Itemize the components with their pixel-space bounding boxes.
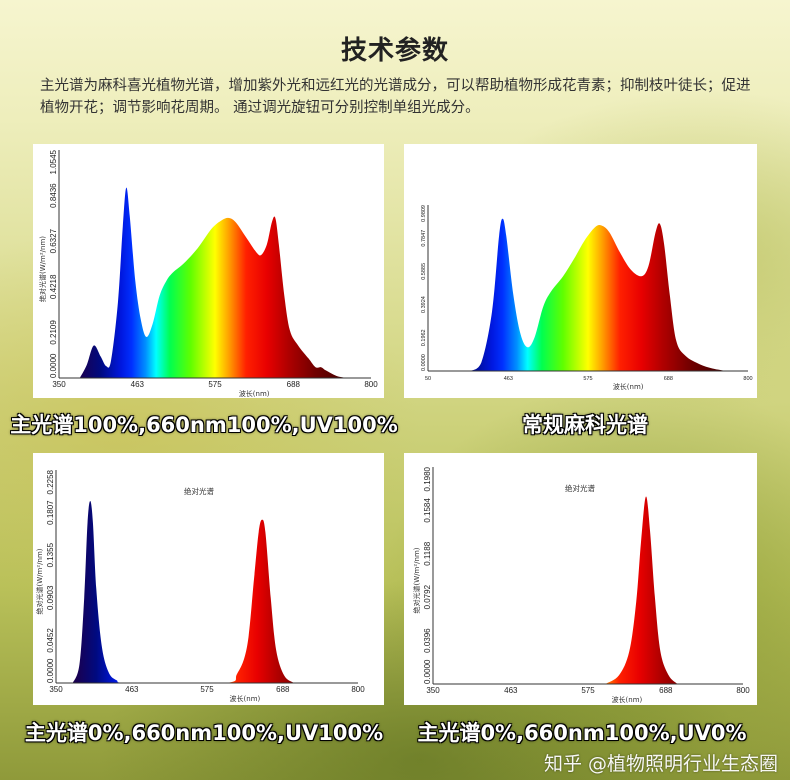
x-tick-label: 463 bbox=[125, 685, 139, 694]
spectrum-chart-3: 350 463 575 688 800 0.0000 0.0452 0.0903 0.1355 0… bbox=[33, 453, 384, 705]
y-tick-label: 0.0792 bbox=[423, 584, 432, 609]
caption-chart-1: 主光谱100%,660nm100%,UV100% bbox=[10, 413, 398, 437]
y-tick-label: 0.0000 bbox=[421, 354, 427, 371]
x-tick-label: 350 bbox=[426, 686, 440, 695]
watermark: 知乎 @植物照明行业生态圈 bbox=[543, 753, 778, 775]
y-tick-label: 0.1355 bbox=[46, 542, 55, 567]
x-tick-label: 800 bbox=[736, 686, 750, 695]
y-tick-label: 0.0903 bbox=[46, 585, 55, 610]
x-tick-label: 688 bbox=[664, 376, 673, 382]
y-tick-label: 1.0545 bbox=[49, 149, 58, 174]
y-tick-label: 0.1980 bbox=[423, 466, 432, 491]
y-tick-label: 0.3924 bbox=[421, 296, 427, 313]
x-tick-label: 350 bbox=[49, 685, 63, 694]
y-axis-label: 绝对光谱(W/m²/nm) bbox=[412, 547, 421, 613]
page-title: 技术参数 bbox=[340, 36, 449, 66]
x-axis-label: 波长(nm) bbox=[612, 695, 643, 704]
chart-title: 绝对光谱 bbox=[184, 486, 214, 496]
x-axis-label: 波长(nm) bbox=[613, 382, 644, 391]
chart-svg: 350 463 575 688 800 0.0000 0.2109 0.4218 0.6327 0… bbox=[38, 149, 378, 398]
y-tick-label: 0.5885 bbox=[421, 263, 427, 280]
y-tick-label: 0.8436 bbox=[49, 183, 58, 208]
x-tick-label: 688 bbox=[276, 685, 290, 694]
y-tick-label: 0.0452 bbox=[46, 628, 55, 653]
chart-svg: 350 463 575 688 800 0.0000 0.0452 0.0903 0.1355 0… bbox=[35, 469, 365, 703]
spectrum-area bbox=[605, 496, 678, 684]
y-tick-label: 0.0396 bbox=[423, 628, 432, 653]
y-tick-label: 0.1188 bbox=[423, 541, 432, 565]
spectrum-chart-2: 50 463 575 688 800 0.0000 0.1962 0.3924 0.5885 0.… bbox=[404, 144, 757, 398]
y-tick-label: 0.7847 bbox=[421, 230, 427, 247]
x-tick-label: 575 bbox=[583, 376, 592, 382]
x-tick-label: 350 bbox=[52, 380, 66, 389]
x-axis-label: 波长(nm) bbox=[239, 389, 270, 398]
y-tick-label: 0.1584 bbox=[423, 498, 432, 523]
spectrum-area bbox=[72, 500, 295, 683]
x-tick-label: 800 bbox=[351, 685, 365, 694]
y-axis-label: 绝对光谱(W/m²/nm) bbox=[38, 236, 47, 302]
y-tick-label: 0.0000 bbox=[46, 658, 55, 683]
spectrum-area bbox=[79, 187, 347, 378]
y-tick-label: 0.6327 bbox=[49, 228, 58, 253]
y-tick-label: 0.9809 bbox=[421, 205, 427, 222]
description: 主光谱为麻科喜光植物光谱，增加紫外光和远红光的光谱成分，可以帮助植物形成花青素；… bbox=[40, 78, 751, 116]
x-tick-label: 463 bbox=[131, 380, 145, 389]
x-tick-label: 688 bbox=[659, 686, 673, 695]
y-tick-label: 0.0000 bbox=[49, 353, 58, 378]
caption-chart-2: 常规麻科光谱 bbox=[522, 413, 648, 437]
x-tick-label: 50 bbox=[425, 376, 431, 382]
y-axis-label: 绝对光谱(W/m²/nm) bbox=[35, 548, 44, 614]
y-tick-label: 0.1807 bbox=[46, 500, 55, 525]
x-tick-label: 800 bbox=[364, 380, 378, 389]
caption-chart-3: 主光谱0%,660nm100%,UV100% bbox=[24, 721, 384, 745]
y-tick-label: 0.2258 bbox=[46, 469, 55, 494]
x-axis-label: 波长(nm) bbox=[230, 694, 261, 703]
y-tick-label: 0.4218 bbox=[49, 274, 58, 299]
x-tick-label: 800 bbox=[743, 376, 752, 382]
x-tick-label: 575 bbox=[581, 686, 595, 695]
x-tick-label: 575 bbox=[200, 685, 214, 694]
x-tick-label: 463 bbox=[504, 686, 518, 695]
spectrum-chart-1: 350 463 575 688 800 0.0000 0.2109 0.4218 0.6327 0… bbox=[33, 144, 384, 398]
y-tick-label: 0.2109 bbox=[49, 320, 58, 345]
y-tick-label: 0.0000 bbox=[423, 659, 432, 684]
chart-svg: 50 463 575 688 800 0.0000 0.1962 0.3924 0.5885 0.… bbox=[421, 205, 753, 391]
spectrum-chart-4: 350 463 575 688 800 0.0000 0.0396 0.0792 0.1188 0… bbox=[404, 453, 757, 705]
x-tick-label: 688 bbox=[287, 380, 301, 389]
chart-svg: 350 463 575 688 800 0.0000 0.0396 0.0792 0.1188 0… bbox=[412, 466, 750, 704]
x-tick-label: 575 bbox=[208, 380, 222, 389]
y-tick-label: 0.1962 bbox=[421, 329, 427, 346]
x-tick-label: 463 bbox=[504, 376, 513, 382]
spectrum-area bbox=[470, 218, 727, 371]
caption-chart-4: 主光谱0%,660nm100%,UV0% bbox=[417, 721, 747, 745]
chart-title: 绝对光谱 bbox=[565, 483, 595, 493]
